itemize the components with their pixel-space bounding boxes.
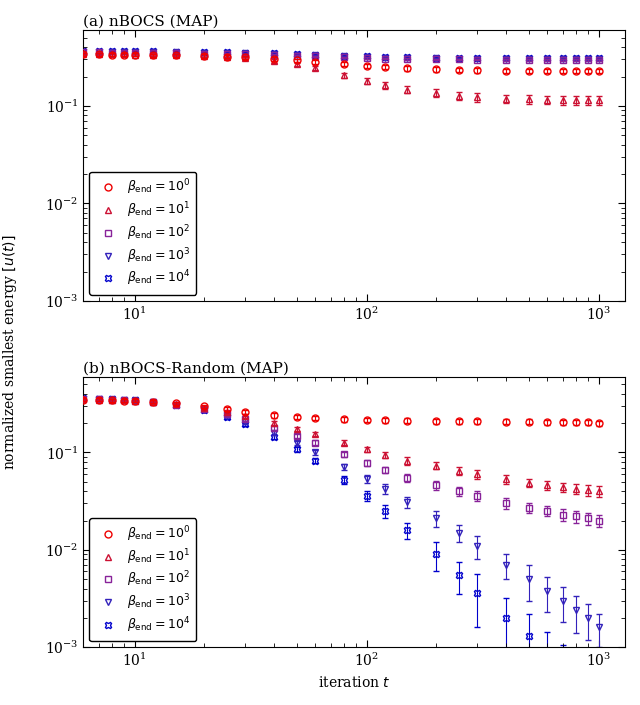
Text: (b) nBOCS-Random (MAP): (b) nBOCS-Random (MAP) [83, 362, 289, 376]
Legend: $\beta_{\mathrm{end}} = 10^0$, $\beta_{\mathrm{end}} = 10^1$, $\beta_{\mathrm{en: $\beta_{\mathrm{end}} = 10^0$, $\beta_{\… [90, 518, 196, 641]
Text: (a) nBOCS (MAP): (a) nBOCS (MAP) [83, 15, 219, 29]
X-axis label: iteration $t$: iteration $t$ [317, 675, 390, 690]
Legend: $\beta_{\mathrm{end}} = 10^0$, $\beta_{\mathrm{end}} = 10^1$, $\beta_{\mathrm{en: $\beta_{\mathrm{end}} = 10^0$, $\beta_{\… [90, 171, 196, 295]
Text: normalized smallest energy $[u(t)]$: normalized smallest energy $[u(t)]$ [1, 235, 19, 470]
